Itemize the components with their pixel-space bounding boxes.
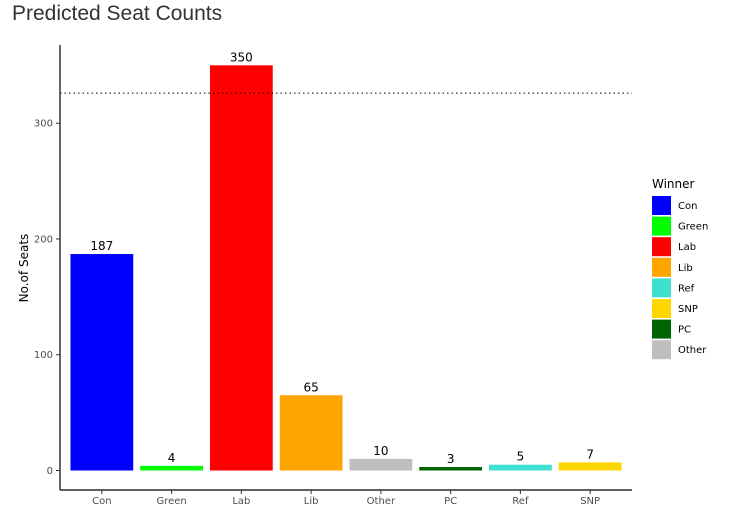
- bar-ref: [489, 464, 552, 471]
- y-tick-label: 0: [47, 466, 53, 477]
- chart-title: Predicted Seat Counts: [12, 2, 223, 25]
- y-tick-label: 200: [34, 234, 53, 245]
- x-tick-label-other: Other: [367, 496, 396, 507]
- x-tick-label-ref: Ref: [512, 496, 529, 507]
- data-label-lab: 350: [230, 50, 253, 64]
- y-tick-label: 100: [34, 350, 53, 361]
- legend-swatch-lab: [652, 237, 671, 257]
- legend-label-lab: Lab: [678, 242, 696, 253]
- bar-other: [349, 458, 413, 471]
- legend-swatch-pc: [652, 319, 671, 339]
- data-label-other: 10: [373, 444, 388, 458]
- legend-label-con: Con: [678, 201, 697, 212]
- bar-con: [70, 254, 134, 471]
- x-tick-label-con: Con: [92, 496, 111, 507]
- x-tick-label-snp: SNP: [580, 496, 600, 507]
- data-label-con: 187: [90, 239, 113, 253]
- x-tick-label-lib: Lib: [304, 496, 319, 507]
- legend-swatch-con: [652, 196, 671, 215]
- y-tick-label: 300: [34, 119, 53, 130]
- legend-title: Winner: [652, 177, 695, 191]
- data-label-lib: 65: [303, 380, 318, 394]
- legend-label-pc: PC: [678, 325, 691, 336]
- legend-swatch-other: [652, 340, 671, 360]
- legend-swatch-lib: [652, 257, 671, 277]
- bar-green: [140, 465, 203, 471]
- data-label-ref: 5: [517, 450, 525, 464]
- legend-label-green: Green: [678, 222, 708, 233]
- data-label-snp: 7: [586, 447, 594, 461]
- data-label-pc: 3: [447, 452, 455, 466]
- plot-area: 0 100 200 300 No.of Seats 187 Con 4 Green 350 Lab 6…: [17, 45, 632, 507]
- x-tick-label-lab: Lab: [232, 496, 250, 507]
- data-label-green: 4: [168, 451, 176, 465]
- bar-lib: [279, 395, 343, 471]
- x-tick-label-green: Green: [156, 496, 186, 507]
- legend-swatch-snp: [652, 299, 671, 318]
- legend-swatch-ref: [652, 278, 671, 298]
- legend-label-snp: SNP: [678, 304, 698, 315]
- legend-label-lib: Lib: [678, 263, 693, 274]
- bar-snp: [558, 462, 622, 471]
- legend-swatch-green: [652, 216, 671, 236]
- y-axis-title: No.of Seats: [17, 234, 31, 303]
- legend-label-other: Other: [678, 345, 707, 356]
- legend: Winner Con Green Lab Lib Ref SNP PC Other: [652, 177, 708, 360]
- bar-lab: [209, 65, 273, 471]
- legend-label-ref: Ref: [678, 283, 695, 294]
- x-tick-label-pc: PC: [444, 496, 457, 507]
- bar-pc: [419, 467, 483, 471]
